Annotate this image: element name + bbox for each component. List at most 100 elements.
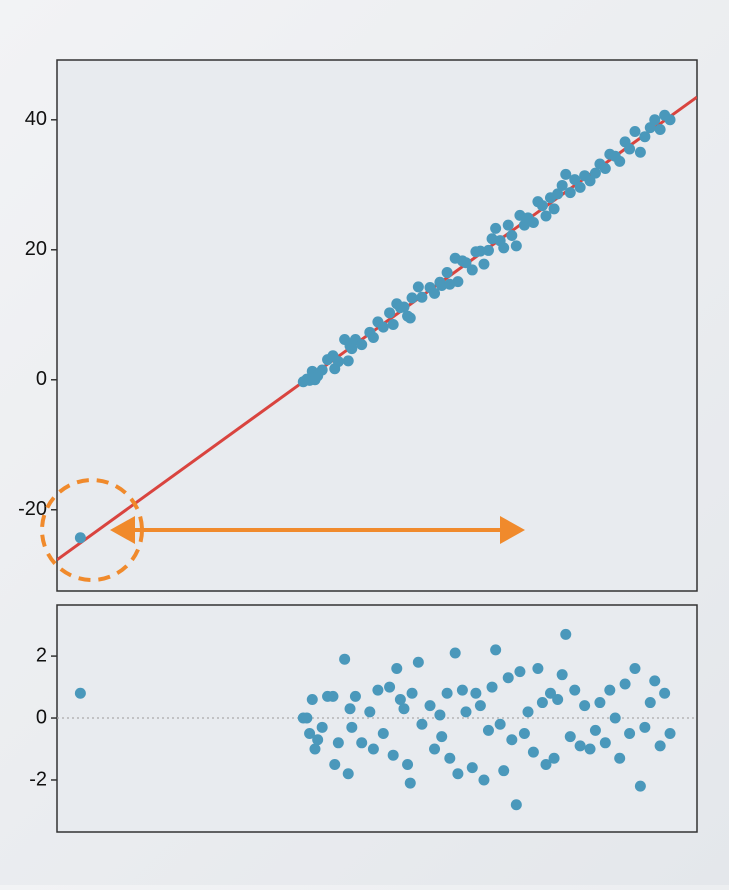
- point: [649, 114, 661, 126]
- point: [402, 758, 414, 770]
- point: [406, 687, 418, 699]
- point: [449, 647, 461, 659]
- point: [441, 687, 453, 699]
- point: [466, 264, 478, 276]
- point: [342, 355, 354, 367]
- point: [367, 332, 379, 344]
- point: [387, 749, 399, 761]
- point: [536, 697, 548, 709]
- point: [482, 244, 494, 256]
- point: [482, 724, 494, 736]
- y-tick-label: -2: [29, 768, 47, 790]
- point: [589, 167, 601, 179]
- point: [599, 737, 611, 749]
- point: [536, 200, 548, 212]
- arrow-head: [110, 516, 135, 544]
- point: [364, 706, 376, 718]
- point: [460, 257, 472, 269]
- point: [634, 146, 646, 158]
- point: [429, 743, 441, 755]
- point: [564, 187, 576, 199]
- point: [527, 746, 539, 758]
- point: [619, 678, 631, 690]
- point: [498, 765, 510, 777]
- arrow-head: [500, 516, 525, 544]
- y-tick-label: 0: [36, 368, 47, 390]
- point: [560, 168, 572, 180]
- point: [574, 181, 586, 193]
- point: [494, 718, 506, 730]
- point: [532, 662, 544, 674]
- point: [510, 240, 522, 252]
- point: [316, 364, 328, 376]
- point: [412, 281, 424, 293]
- point: [456, 684, 468, 696]
- point: [391, 662, 403, 674]
- point: [441, 267, 453, 279]
- point: [416, 718, 428, 730]
- point: [384, 681, 396, 693]
- point: [436, 280, 448, 292]
- point: [316, 721, 328, 733]
- point: [404, 777, 416, 789]
- point: [548, 752, 560, 764]
- point: [527, 216, 539, 228]
- point: [416, 291, 428, 303]
- point: [312, 734, 324, 746]
- point: [629, 662, 641, 674]
- point: [394, 693, 406, 705]
- point: [466, 762, 478, 774]
- point: [429, 287, 441, 299]
- point: [552, 188, 564, 200]
- point: [552, 693, 564, 705]
- point: [344, 703, 356, 715]
- point: [556, 669, 568, 681]
- point: [498, 242, 510, 254]
- point: [574, 740, 586, 752]
- point: [654, 124, 666, 136]
- point: [436, 731, 448, 743]
- point: [510, 799, 522, 811]
- point: [434, 709, 446, 721]
- point: [460, 706, 472, 718]
- point: [649, 675, 661, 687]
- point: [659, 687, 671, 699]
- point: [624, 728, 636, 740]
- point: [384, 307, 396, 319]
- point: [486, 681, 498, 693]
- point: [387, 319, 399, 331]
- point: [564, 731, 576, 743]
- point: [560, 628, 572, 640]
- point: [556, 179, 568, 191]
- point: [478, 258, 490, 270]
- y-tick-label: 0: [36, 706, 47, 728]
- y-tick-label: 20: [25, 238, 47, 260]
- point: [490, 644, 502, 656]
- point: [614, 752, 626, 764]
- plot-area: [57, 95, 697, 562]
- point: [377, 321, 389, 333]
- point: [614, 155, 626, 167]
- point: [74, 687, 86, 699]
- plot-area: [57, 628, 697, 811]
- point: [342, 768, 354, 780]
- point: [540, 758, 552, 770]
- y-tick-label: -20: [18, 498, 47, 520]
- point: [406, 292, 418, 304]
- point: [377, 728, 389, 740]
- point: [644, 697, 656, 709]
- point: [349, 690, 361, 702]
- point: [589, 724, 601, 736]
- point: [518, 728, 530, 740]
- point: [452, 768, 464, 780]
- point: [74, 532, 86, 544]
- point: [306, 693, 318, 705]
- point: [332, 356, 344, 368]
- point: [502, 672, 514, 684]
- point: [634, 780, 646, 792]
- point: [327, 690, 339, 702]
- point: [604, 684, 616, 696]
- point: [502, 219, 514, 231]
